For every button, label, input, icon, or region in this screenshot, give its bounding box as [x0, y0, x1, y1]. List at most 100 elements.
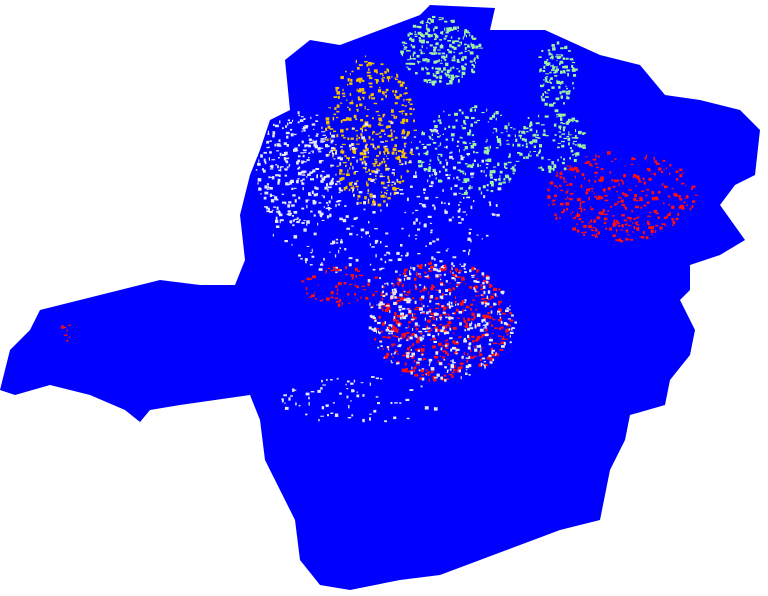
yellow-patch: [355, 59, 357, 64]
light-patch: [465, 365, 470, 369]
red-patch: [490, 348, 493, 351]
light-patch: [322, 384, 326, 386]
green-patch: [461, 75, 463, 78]
light-patch: [409, 355, 414, 358]
light-patch: [448, 301, 451, 304]
light-patch: [348, 257, 353, 260]
green-patch: [450, 187, 453, 190]
light-patch: [458, 204, 460, 206]
green-patch: [433, 48, 436, 52]
red-patch: [479, 350, 481, 354]
red-patch: [679, 168, 683, 172]
yellow-patch: [408, 101, 410, 103]
red-patch: [372, 293, 375, 297]
light-patch: [420, 312, 423, 314]
light-patch: [321, 379, 323, 383]
light-patch: [430, 229, 433, 232]
red-patch: [456, 284, 460, 286]
green-patch: [549, 72, 551, 74]
yellow-patch: [401, 112, 404, 115]
yellow-patch: [345, 70, 347, 73]
red-patch: [597, 195, 601, 199]
red-patch: [645, 194, 648, 197]
light-patch: [298, 196, 301, 200]
green-patch: [545, 135, 549, 137]
yellow-patch: [377, 114, 380, 116]
light-patch: [373, 409, 377, 413]
red-patch: [500, 341, 505, 344]
light-patch: [416, 195, 421, 198]
light-patch: [457, 216, 461, 218]
red-patch: [402, 354, 406, 357]
yellow-patch: [371, 93, 374, 97]
green-patch: [545, 92, 549, 94]
red-patch: [632, 231, 635, 233]
light-patch: [443, 359, 446, 361]
yellow-patch: [352, 151, 354, 153]
light-patch: [315, 114, 319, 116]
yellow-patch: [367, 62, 372, 64]
light-patch: [391, 331, 393, 335]
red-patch: [438, 303, 440, 306]
light-patch: [394, 402, 398, 404]
yellow-patch: [396, 181, 399, 183]
green-patch: [498, 182, 503, 184]
light-patch: [470, 239, 472, 243]
light-patch: [284, 240, 288, 243]
green-patch: [460, 41, 462, 45]
yellow-patch: [368, 135, 371, 140]
green-patch: [559, 114, 562, 118]
red-patch: [431, 323, 435, 326]
yellow-patch: [336, 104, 340, 108]
light-patch: [258, 187, 261, 189]
green-patch: [535, 122, 540, 125]
green-patch: [435, 42, 439, 46]
light-patch: [390, 295, 395, 297]
red-patch: [382, 336, 387, 338]
light-patch: [278, 139, 281, 142]
red-patch: [397, 319, 399, 322]
green-patch: [458, 70, 461, 73]
green-patch: [418, 39, 422, 42]
green-patch: [565, 92, 568, 95]
light-patch: [326, 174, 330, 178]
light-patch: [424, 330, 428, 333]
red-patch: [501, 338, 505, 340]
light-patch: [465, 357, 470, 359]
red-patch: [642, 231, 645, 235]
green-patch: [521, 138, 525, 141]
light-patch: [270, 195, 275, 197]
green-patch: [504, 125, 508, 128]
green-patch: [451, 57, 454, 59]
red-patch: [633, 197, 637, 201]
yellow-patch: [372, 130, 375, 133]
green-patch: [448, 50, 453, 54]
green-patch: [418, 152, 420, 156]
green-patch: [445, 73, 448, 77]
green-patch: [450, 67, 452, 70]
green-patch: [433, 52, 438, 55]
red-patch: [374, 276, 378, 279]
green-patch: [557, 146, 560, 149]
light-patch: [483, 327, 488, 329]
yellow-patch: [369, 85, 373, 88]
yellow-patch: [376, 79, 379, 82]
red-patch: [554, 194, 557, 198]
red-patch: [651, 233, 653, 236]
green-patch: [533, 151, 537, 152]
light-patch: [276, 210, 280, 213]
red-patch: [474, 285, 479, 289]
red-patch: [446, 324, 450, 327]
red-patch: [421, 303, 423, 306]
red-patch: [498, 300, 502, 303]
classified-pixels: [61, 15, 699, 423]
light-patch: [306, 204, 308, 209]
red-patch: [390, 292, 392, 294]
light-patch: [444, 344, 448, 347]
light-patch: [433, 407, 438, 411]
light-patch: [371, 376, 375, 378]
yellow-patch: [399, 181, 402, 184]
red-patch: [414, 308, 417, 310]
green-patch: [536, 154, 539, 157]
red-patch: [469, 355, 472, 357]
